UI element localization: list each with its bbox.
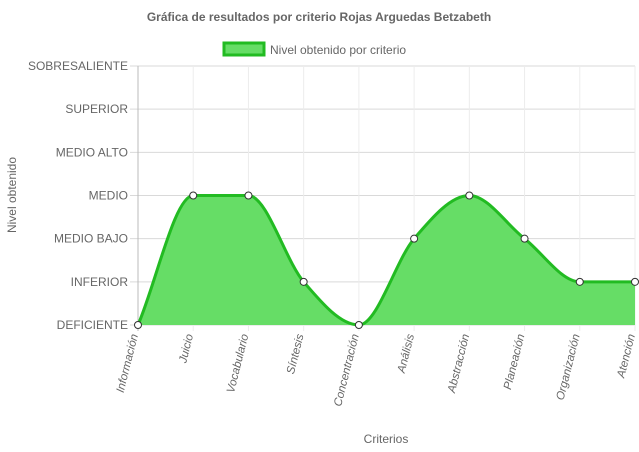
data-point-5[interactable] <box>410 234 419 243</box>
x-axis-title: Criterios <box>364 432 409 446</box>
series-area <box>136 193 635 327</box>
data-point-0[interactable] <box>134 321 142 329</box>
data-point-7[interactable] <box>520 234 529 243</box>
x-tick-label: Abstracción <box>446 333 472 395</box>
y-tick-label: MEDIO <box>89 189 128 203</box>
data-point-8[interactable] <box>575 277 584 286</box>
y-tick-label: SUPERIOR <box>65 102 128 116</box>
x-tick-label: Concentración <box>332 333 362 408</box>
legend-swatch <box>222 41 266 57</box>
data-point-2[interactable] <box>244 191 253 200</box>
area-fill <box>138 195 635 325</box>
x-tick-label: Juicio <box>177 332 196 365</box>
x-tick-label: Organización <box>555 333 583 402</box>
y-tick-label: DEFICIENTE <box>57 318 128 332</box>
y-tick-label: INFERIOR <box>71 275 129 289</box>
x-tick-label: Planeación <box>502 333 527 391</box>
data-point-3[interactable] <box>299 277 308 286</box>
x-tick-label: Información <box>115 333 141 394</box>
data-point-4[interactable] <box>354 321 363 329</box>
legend-label: Nivel obtenido por criterio <box>270 43 406 57</box>
data-point-1[interactable] <box>189 191 198 200</box>
x-tick-label: Síntesis <box>285 333 307 376</box>
x-tick-label: Análisis <box>396 333 418 376</box>
y-tick-label: SOBRESALIENTE <box>28 59 128 73</box>
data-point-6[interactable] <box>465 191 474 200</box>
data-points <box>134 191 639 329</box>
area-line <box>136 193 635 327</box>
y-axis-ticks: DEFICIENTE INFERIOR MEDIO BAJO MEDIO MEDIO A… <box>28 59 128 332</box>
legend[interactable]: Nivel obtenido por criterio <box>222 41 406 57</box>
x-tick-label: Vocabulario <box>225 332 251 394</box>
x-axis-ticks: Información Juicio Vocabulario Síntesis Conc… <box>115 332 638 407</box>
y-tick-label: MEDIO BAJO <box>54 232 128 246</box>
chart-title: Gráfica de resultados por criterio Rojas… <box>147 10 491 24</box>
y-axis-title: Nivel obtenido <box>5 157 19 233</box>
data-point-9[interactable] <box>631 277 639 286</box>
y-tick-label: MEDIO ALTO <box>56 145 128 159</box>
x-tick-label: Atención <box>615 333 638 380</box>
